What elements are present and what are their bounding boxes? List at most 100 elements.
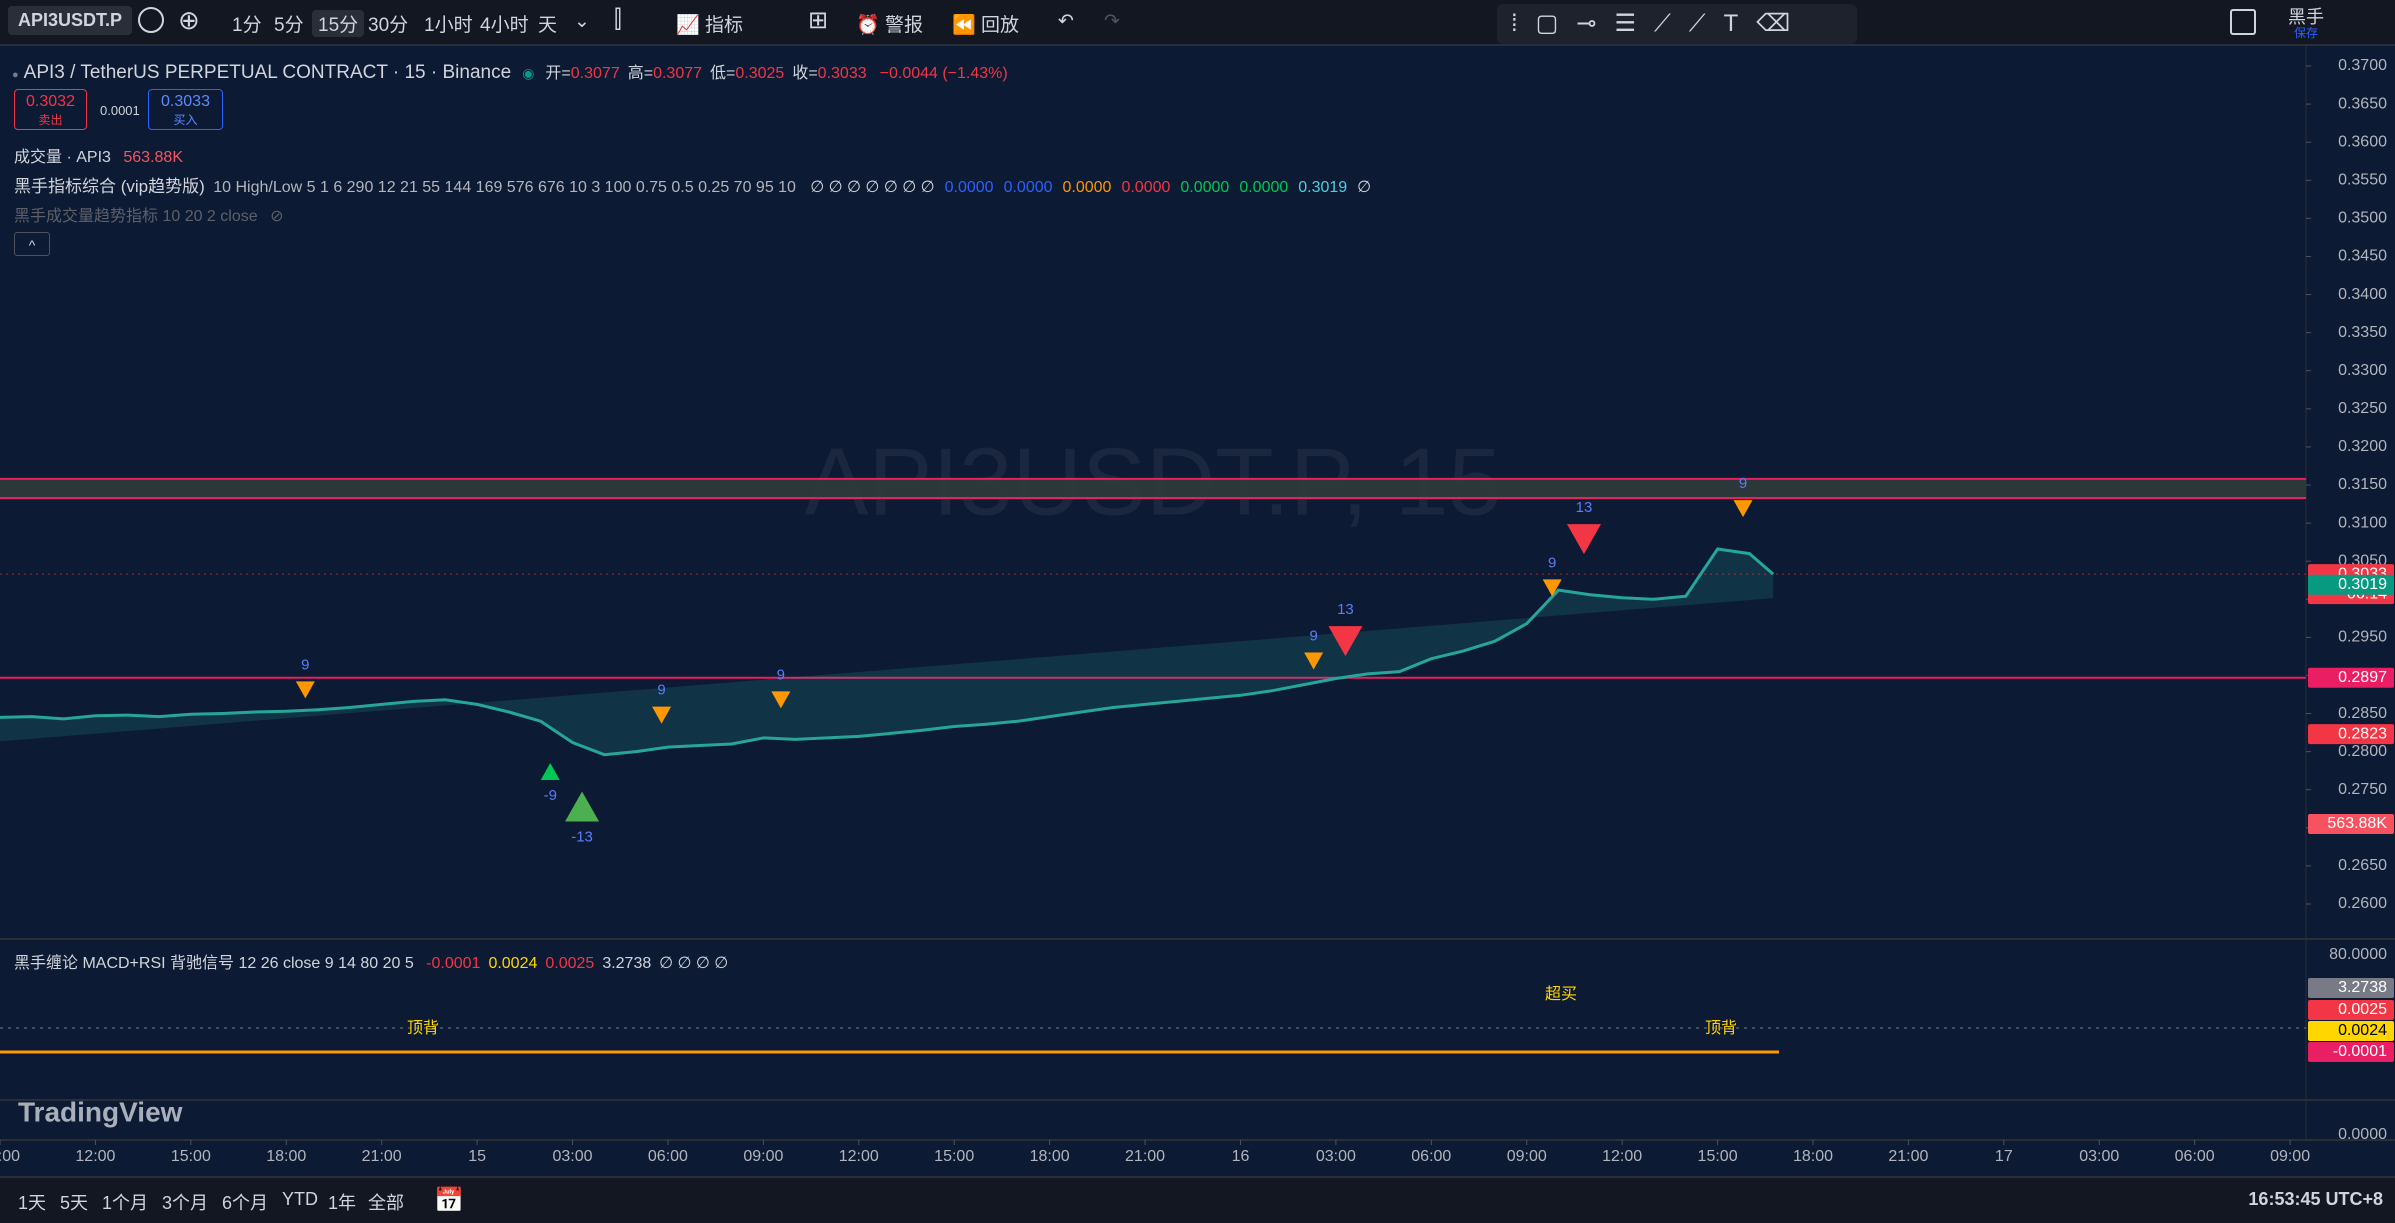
y-tick-label: 0.3400 [2338,286,2387,303]
price-tag-label: 0.2823 [2338,725,2387,742]
add-icon[interactable]: ⊕ [178,5,200,35]
hidden-indicator: 黑手成交量趋势指标 10 20 2 close ⊘ [14,202,284,226]
fullscreen-icon[interactable] [2230,9,2256,35]
interval-button[interactable]: 天 [538,15,558,36]
x-tick-label: 09:00 [1507,1148,1547,1165]
symbol-button[interactable]: API3USDT.P [8,6,133,35]
collapse[interactable]: ● [12,69,19,81]
y-tick-label: 0.3500 [2338,210,2387,227]
indicator-value: 0.0000 [1180,179,1230,196]
x-tick-label: 12:00 [839,1148,879,1165]
indicator-name: 黑手指标综合 (vip趋势版) [14,177,205,196]
osc-tag-label: 0.0024 [2338,1022,2387,1039]
osc-axis-label: 0.0000 [2338,1126,2387,1143]
ohlc-key: 高= [627,65,654,82]
x-tick-label: 03:00 [553,1148,593,1165]
price-tag [2308,667,2394,688]
interval-button[interactable]: 1分 [232,15,262,36]
y-tick-label: 0.3600 [2338,133,2387,150]
x-tick-label: 03:00 [2079,1148,2119,1165]
signal-label: 13 [1576,499,1593,516]
range-button[interactable]: 6个月 [222,1193,269,1213]
redo-button[interactable]: ↷ [1104,11,1120,32]
change: −0.0044 (−1.43%) [879,65,1008,82]
label: 指标 [704,15,743,36]
buy-price: 0.3033 [161,93,210,110]
compare-icon[interactable] [138,7,164,33]
signal-label: 9 [1309,627,1317,644]
dropdown[interactable]: ⌄ [574,11,590,32]
price-area [0,549,1774,755]
x-tick-label: 15:00 [934,1148,974,1165]
interval-button[interactable]: 5分 [274,15,304,36]
signal-label: 9 [657,682,665,699]
buy-label: 买入 [173,113,198,127]
price-tag [2308,724,2394,745]
signal-label: 13 [1337,601,1354,618]
osc-tag-label: -0.0001 [2333,1043,2387,1060]
x-tick-label: 09:00 [0,1148,20,1165]
y-tick-label: 0.3150 [2338,476,2387,493]
chart-type-icon[interactable]: ⫿ [614,6,622,33]
zone [0,478,2306,498]
save-button[interactable]: 保存 [2294,26,2319,40]
drawing-toolbar[interactable]: ⁞▢⊸☰⟋⟋T⌫ [1497,4,1857,44]
layout-icon[interactable]: ⊞ [808,7,829,34]
y-tick-label: 0.2600 [2338,895,2387,912]
hidden-icon[interactable]: ⊘ [270,208,284,225]
oscillator-value: 0.0025 [545,955,595,972]
signal-marker [295,681,315,699]
price-tag-label: 0.2897 [2338,669,2387,686]
label: 成交量 · API3 [14,149,111,166]
legend-row: ● API3 / TetherUS PERPETUAL CONTRACT · 1… [12,59,1008,84]
signal-marker [540,762,560,780]
brand: TradingView [18,1096,183,1127]
x-tick-label: 06:00 [2175,1148,2215,1165]
y-tick-label: 0.3550 [2338,171,2387,188]
interval-button[interactable]: 15分 [312,10,365,37]
y-tick-label: 0.3700 [2338,57,2387,74]
interval-button[interactable]: 1小时 [424,15,473,36]
sell-button[interactable]: 0.3032 卖出 [14,89,87,130]
oscillator-value: -0.0001 [426,955,481,972]
y-tick-label: 0.3250 [2338,400,2387,417]
osc-annotation: 顶背 [1705,1019,1737,1037]
oscillator-value: 3.2738 [602,955,652,972]
indicator-value: 0.0000 [1062,179,1112,196]
date-range-icon[interactable]: 📅 [434,1187,464,1214]
indicator-value: 0.3019 [1298,179,1348,196]
osc-tag [2308,1021,2394,1041]
ohlc-key: 收= [792,65,818,82]
signal-marker [1566,524,1601,555]
range-button[interactable]: 1天 [18,1193,47,1213]
spread: 0.0001 [100,103,140,118]
indicators-button[interactable]: 📈 指标 [676,15,743,36]
range-button[interactable]: YTD [282,1189,318,1209]
range-button[interactable]: 5天 [60,1193,89,1213]
x-tick-label: 09:00 [743,1148,783,1165]
range-button[interactable]: 1个月 [102,1193,149,1213]
indicator-value: 0.0000 [1003,179,1053,196]
replay-button[interactable]: ⏪ 回放 [952,15,1019,36]
interval-button[interactable]: 30分 [368,15,409,36]
buy-button[interactable]: 0.3033 买入 [148,89,223,130]
undo-button[interactable]: ↶ [1058,11,1074,32]
x-tick-label: 18:00 [1030,1148,1070,1165]
y-tick-label: 0.2800 [2338,743,2387,760]
alert-button[interactable]: ⏰ 警报 [856,15,923,36]
osc-tag [2308,1000,2394,1020]
interval-button[interactable]: 4小时 [480,15,529,36]
range-button[interactable]: 3个月 [162,1193,209,1213]
ohlc-key: 低= [710,65,736,82]
range-button[interactable]: 全部 [368,1193,404,1213]
sell-label: 卖出 [38,113,63,127]
collapse-button[interactable]: ^ [14,232,50,256]
indicator-legend: 黑手指标综合 (vip趋势版) 10 High/Low 5 1 6 290 12… [14,172,1371,197]
osc-tag [2308,978,2394,998]
x-tick-label: 17 [1995,1148,2013,1165]
range-button[interactable]: 1年 [328,1193,357,1213]
ohlc-value: 0.3033 [817,65,867,82]
y-tick-label: 0.2850 [2338,705,2387,722]
user-name[interactable]: 黑手 [2288,7,2324,27]
